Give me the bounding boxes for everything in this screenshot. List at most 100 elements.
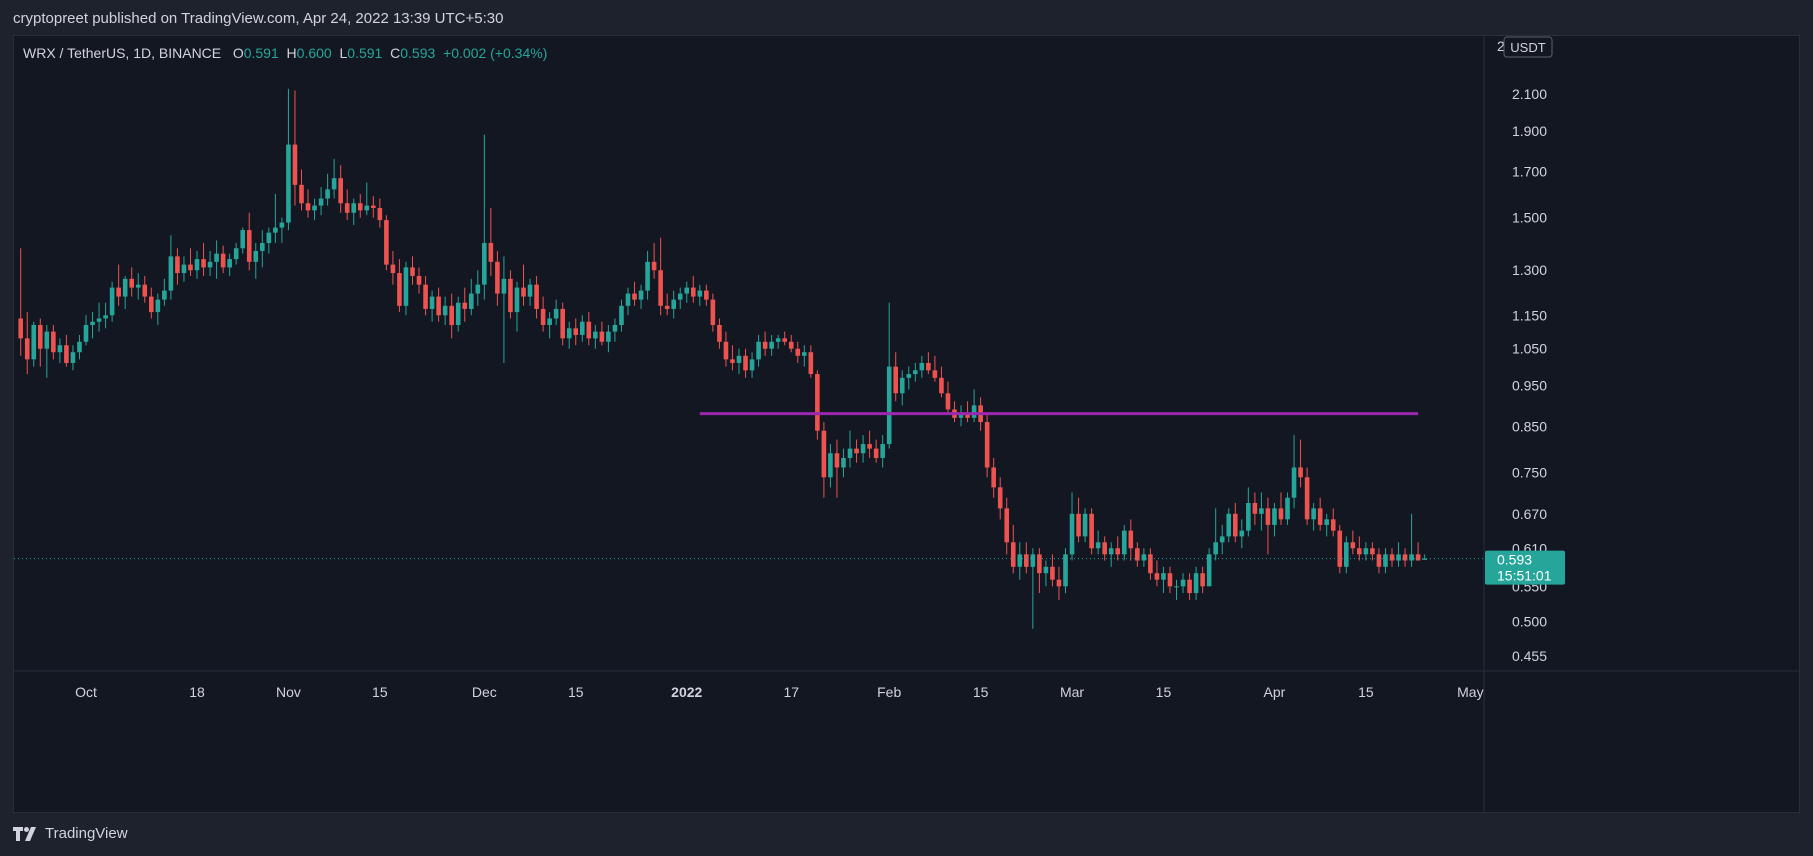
x-tick-label: Apr xyxy=(1264,684,1286,700)
candle-body xyxy=(116,287,121,297)
candle-body xyxy=(1161,573,1166,580)
x-tick-label: Dec xyxy=(472,684,497,700)
candles-layer xyxy=(18,88,1427,629)
candle-body xyxy=(854,448,859,454)
candle xyxy=(64,334,69,367)
publish-info: cryptopreet published on TradingView.com… xyxy=(13,10,504,27)
candle xyxy=(1108,542,1114,567)
candle xyxy=(371,196,376,218)
candle xyxy=(1363,542,1369,561)
candle xyxy=(214,240,219,279)
candle xyxy=(782,331,788,346)
candle-body xyxy=(103,315,108,319)
candle-body xyxy=(482,242,487,285)
candle-body xyxy=(717,324,722,342)
candle xyxy=(1069,492,1075,561)
candle xyxy=(390,250,396,285)
candlestick-chart[interactable]: 2.100 1.900 1.700 1.500 1.300 1.150 1.050 0.950… xyxy=(14,36,1800,813)
candle-body xyxy=(1004,508,1010,543)
candle xyxy=(1304,467,1310,525)
candle xyxy=(1415,542,1421,561)
x-tick-label: Mar xyxy=(1060,684,1084,700)
candle-body xyxy=(260,242,265,251)
y-tick-label-partial: 2 xyxy=(1497,38,1505,54)
tradingview-brand[interactable]: TradingView xyxy=(13,825,128,842)
candle-body xyxy=(1024,554,1029,567)
candle xyxy=(122,275,128,309)
candle xyxy=(1246,487,1251,537)
candle xyxy=(109,281,115,322)
candle-body xyxy=(1330,519,1336,531)
candle xyxy=(743,348,748,378)
candle xyxy=(762,331,768,356)
candle xyxy=(638,284,644,309)
candle-body xyxy=(449,305,454,325)
currency-label: USDT xyxy=(1510,40,1545,55)
low-label: L xyxy=(339,45,348,61)
candle xyxy=(834,439,840,498)
candle-body xyxy=(671,299,676,309)
candle xyxy=(1010,524,1016,574)
candle-body xyxy=(273,227,278,233)
x-tick-label: 15 xyxy=(1156,684,1172,700)
candle-body xyxy=(775,338,781,342)
candle xyxy=(18,248,23,356)
candle-body xyxy=(1298,467,1303,478)
candle-body xyxy=(266,232,272,243)
candle xyxy=(847,430,853,468)
candle-body xyxy=(1121,530,1127,555)
candle xyxy=(527,278,533,306)
candle xyxy=(808,345,814,378)
candle xyxy=(880,435,885,468)
candle-body xyxy=(1239,530,1245,537)
candle-body xyxy=(168,256,174,291)
candle xyxy=(70,345,76,371)
candle xyxy=(90,312,95,339)
candle xyxy=(286,88,291,231)
candle-body xyxy=(305,203,311,211)
candle-body xyxy=(913,370,918,375)
candle xyxy=(651,242,657,279)
candle-body xyxy=(246,230,252,262)
candle-body xyxy=(488,242,494,262)
candle xyxy=(625,287,631,316)
candle-body xyxy=(1206,554,1212,587)
candle-body xyxy=(919,362,925,371)
candle xyxy=(677,287,683,309)
candle xyxy=(534,275,539,319)
candle-body xyxy=(736,355,742,363)
candle-body xyxy=(508,278,513,313)
y-tick-label: 1.050 xyxy=(1512,341,1547,357)
candle xyxy=(449,293,454,339)
candle xyxy=(717,318,722,349)
candle xyxy=(540,296,546,332)
candle-body xyxy=(1135,548,1140,561)
candle-body xyxy=(971,405,977,418)
candle xyxy=(926,352,931,375)
candle-body xyxy=(664,305,670,309)
candle-body xyxy=(312,205,317,211)
candle-body xyxy=(390,264,396,274)
candle-body xyxy=(939,377,944,394)
candle xyxy=(1298,439,1303,488)
candle xyxy=(344,189,350,221)
candle xyxy=(815,370,820,440)
candle-body xyxy=(573,328,579,335)
candle-body xyxy=(743,355,748,371)
candle xyxy=(292,90,298,206)
candle xyxy=(1037,548,1042,594)
candle-body xyxy=(1402,554,1408,561)
candle xyxy=(501,256,507,363)
candle xyxy=(1376,548,1382,574)
chart-panel[interactable]: 2.100 1.900 1.700 1.500 1.300 1.150 1.050 0.950… xyxy=(13,35,1800,813)
candle-body xyxy=(175,256,180,274)
x-tick-label: Feb xyxy=(877,684,901,700)
candle-body xyxy=(1265,508,1271,525)
candle xyxy=(1063,548,1068,594)
candle-body xyxy=(429,296,435,309)
candle xyxy=(331,158,337,199)
candle-body xyxy=(1383,554,1388,567)
candle-body xyxy=(325,189,330,199)
candle-body xyxy=(553,308,559,319)
